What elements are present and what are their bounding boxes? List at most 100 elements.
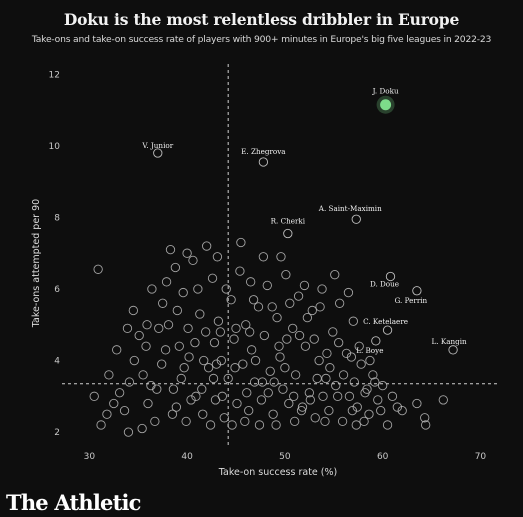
data-point (229, 334, 239, 344)
data-point (203, 363, 214, 373)
point-label: A. Saint-Maximin (318, 204, 382, 213)
data-point (322, 348, 332, 359)
data-point (212, 252, 223, 262)
x-tick-label: 50 (279, 452, 291, 462)
data-point (188, 255, 198, 266)
data-point (137, 423, 147, 434)
data-point (122, 323, 133, 333)
point-label: J. Doku (372, 87, 399, 96)
labeled-data-point (371, 336, 381, 346)
data-point (179, 363, 189, 373)
data-point (165, 244, 176, 255)
data-point (312, 373, 322, 384)
data-point (259, 330, 270, 341)
data-point (274, 341, 284, 351)
data-point (281, 270, 291, 280)
data-point (96, 420, 106, 430)
data-point (176, 373, 186, 384)
data-point (217, 391, 227, 401)
data-point (231, 323, 241, 333)
y-axis-label: Take-ons attempted per 90 (31, 199, 42, 328)
data-point (154, 323, 164, 333)
data-point (244, 405, 254, 416)
point-label: E. Zhegrova (241, 147, 286, 156)
data-point (378, 380, 388, 391)
data-point (310, 413, 320, 423)
data-point (438, 395, 448, 405)
data-point (178, 287, 188, 298)
data-point (112, 345, 122, 355)
data-point (271, 420, 281, 430)
y-tick-label: 12 (49, 70, 60, 80)
data-point (191, 391, 201, 401)
data-point (250, 355, 261, 366)
data-point (168, 384, 179, 394)
data-point (221, 284, 231, 294)
data-point (184, 352, 194, 362)
point-label: L. Boye (356, 346, 383, 355)
data-point (134, 330, 144, 341)
data-point (109, 398, 119, 409)
data-point (297, 402, 308, 412)
data-point (365, 355, 375, 366)
data-point (160, 345, 171, 355)
data-point (226, 295, 236, 305)
data-point (272, 312, 282, 323)
data-point (302, 312, 313, 323)
data-point (174, 341, 184, 351)
data-point (172, 305, 182, 316)
labeled-data-point (283, 228, 293, 239)
data-point (376, 405, 386, 416)
data-point (370, 377, 380, 387)
data-point (213, 316, 224, 326)
data-point (337, 416, 348, 427)
data-point (276, 252, 286, 262)
point-label: G. Perrin (395, 296, 428, 305)
data-point (338, 370, 349, 380)
data-point (150, 416, 160, 427)
data-point (305, 395, 315, 405)
y-tick-label: 10 (49, 142, 61, 152)
data-point (129, 355, 139, 366)
data-point (269, 377, 279, 387)
labeled-data-point (153, 148, 163, 158)
data-point (265, 366, 275, 376)
data-point (356, 359, 366, 369)
data-point (325, 363, 335, 373)
data-point (240, 416, 250, 427)
data-point (290, 370, 301, 380)
data-point (268, 409, 278, 419)
data-point (282, 334, 292, 344)
point-label: D. Doue (370, 279, 399, 288)
data-point (290, 416, 300, 427)
data-point (349, 377, 359, 387)
data-point (208, 373, 219, 384)
point-label: L. Kangin (431, 337, 467, 346)
labeled-data-point (351, 214, 361, 224)
data-point (235, 266, 245, 276)
data-point (242, 388, 252, 398)
data-point (170, 262, 181, 273)
labeled-data-point (385, 271, 396, 282)
data-point (315, 302, 325, 312)
point-label: R. Cherki (271, 217, 306, 226)
data-point (202, 241, 212, 251)
data-point (114, 388, 125, 398)
data-point (334, 338, 344, 348)
data-point (248, 295, 259, 305)
data-point (333, 391, 343, 401)
data-point (368, 370, 378, 380)
data-point (420, 413, 430, 423)
data-point (183, 323, 193, 333)
data-point (347, 405, 358, 416)
data-point (167, 409, 178, 419)
brand-logo: The Athletic (6, 490, 141, 515)
data-point (215, 327, 226, 337)
data-point (421, 420, 431, 430)
data-point (288, 323, 298, 333)
data-point (280, 363, 290, 373)
data-point (344, 391, 355, 401)
data-point (257, 377, 268, 387)
data-point (199, 355, 209, 366)
